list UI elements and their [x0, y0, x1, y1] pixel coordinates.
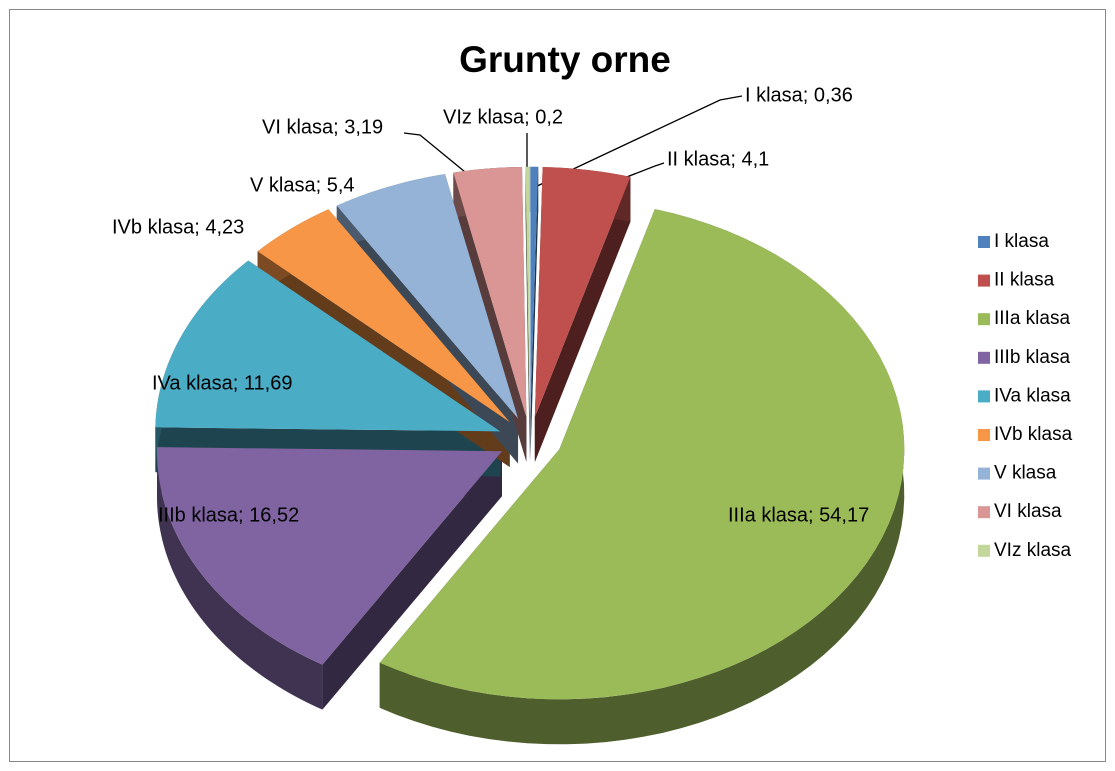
- legend-swatch: [978, 429, 990, 441]
- legend-swatch: [978, 544, 990, 557]
- pie-slice: [530, 166, 539, 417]
- data-label: II klasa; 4,1: [667, 148, 769, 170]
- legend-label: I klasa: [994, 231, 1049, 252]
- pie-slice: [534, 167, 631, 418]
- legend-swatch: [978, 351, 990, 364]
- legend-swatch: [978, 236, 990, 248]
- legend-swatch: [978, 467, 990, 480]
- pie-slice: [156, 447, 502, 665]
- slice-side: [530, 166, 539, 462]
- chart-title: Grunty orne: [459, 39, 671, 80]
- data-label: IIIa klasa; 54,17: [728, 504, 869, 526]
- pie-slice: [155, 260, 501, 432]
- legend-label: IIIb klasa: [994, 347, 1070, 368]
- legend-label: IVb klasa: [994, 424, 1073, 445]
- data-label: I klasa; 0,36: [745, 84, 853, 106]
- pie-slice: [453, 166, 527, 417]
- legend-label: II klasa: [994, 270, 1055, 291]
- data-label: V klasa; 5,4: [250, 174, 355, 196]
- data-label: VI klasa; 3,19: [262, 116, 383, 138]
- pie-slice: [257, 209, 510, 423]
- legend-swatch: [978, 390, 990, 403]
- legend-label: IIIa klasa: [994, 308, 1070, 329]
- pie-slice: [379, 209, 905, 700]
- legend-label: V klasa: [994, 463, 1057, 484]
- leader-line: [532, 95, 743, 189]
- slice-rim: [379, 209, 905, 745]
- pie-slice: [336, 174, 519, 419]
- data-label: VIz klasa; 0,2: [443, 106, 563, 128]
- data-label: IVb klasa; 4,23: [112, 216, 244, 238]
- slice-rim: [156, 447, 323, 710]
- pie-slice: [525, 166, 530, 417]
- legend-label: VI klasa: [994, 501, 1062, 522]
- legend-swatch: [978, 506, 990, 519]
- legend-label: VIz klasa: [994, 540, 1072, 561]
- data-label: IIIb klasa; 16,52: [158, 504, 299, 526]
- slice-side: [322, 451, 502, 710]
- legend-swatch: [978, 313, 990, 326]
- legend-swatch: [978, 274, 990, 287]
- slice-side: [525, 166, 530, 462]
- slice-side: [534, 176, 631, 463]
- legend-label: IVa klasa: [994, 385, 1071, 406]
- data-label: IVa klasa; 11,69: [152, 372, 292, 394]
